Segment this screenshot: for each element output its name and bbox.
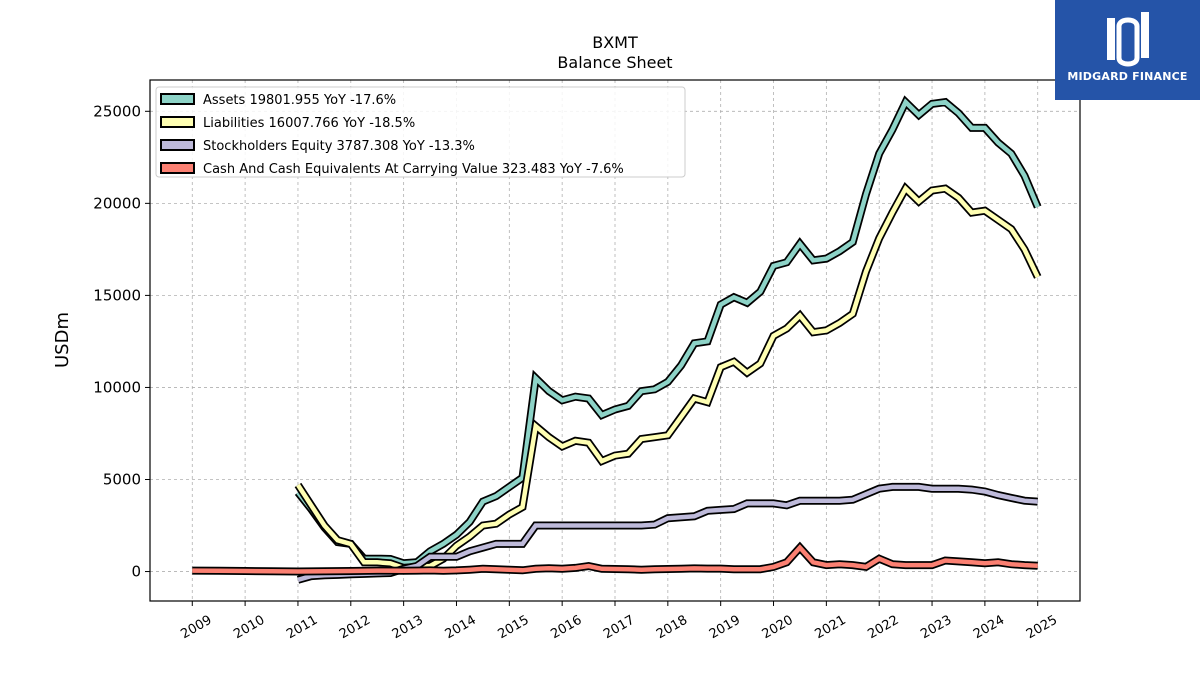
x-tick-label: 2011 (284, 613, 320, 643)
legend-swatch (160, 162, 195, 174)
x-tick-label: 2017 (601, 613, 637, 643)
x-tick-label: 2020 (760, 613, 796, 643)
logo-mark-icon (1055, 0, 1200, 100)
logo-text: MIDGARD FINANCE (1067, 70, 1188, 83)
x-tick-label: 2018 (654, 613, 690, 643)
chart-title: BXMT (592, 33, 638, 52)
series-lines (192, 95, 1042, 584)
series-line (297, 484, 1038, 582)
legend-label: Stockholders Equity 3787.308 YoY -13.3% (203, 139, 475, 154)
series-3 (192, 541, 1038, 576)
y-tick-label: 0 (131, 563, 141, 581)
y-tick-label: 15000 (93, 286, 141, 304)
midgard-finance-logo: MIDGARD FINANCE (1055, 0, 1200, 100)
legend-label: Assets 19801.955 YoY -17.6% (203, 93, 396, 108)
x-tick-label: 2019 (707, 613, 743, 643)
x-tick-label: 2016 (548, 613, 584, 643)
y-axis-ticks: 0 5000 10000 15000 20000 25000 (93, 102, 150, 581)
series-2 (296, 482, 1038, 584)
legend: Assets 19801.955 YoY -17.6% Liabilities 1… (155, 86, 686, 178)
chart-subtitle: Balance Sheet (557, 53, 672, 72)
y-axis-label: USDm (52, 312, 73, 368)
y-tick-label: 10000 (93, 378, 141, 396)
y-tick-label: 25000 (93, 102, 141, 120)
x-axis-ticks: 2009 2010 2011 2012 2013 2014 2015 2016 2017 2018… (178, 601, 1060, 642)
x-tick-label: 2015 (495, 613, 531, 643)
x-tick-label: 2022 (865, 613, 901, 643)
x-tick-label: 2009 (178, 613, 214, 643)
series-line (192, 544, 1038, 574)
x-tick-label: 2012 (337, 613, 373, 643)
legend-swatch (160, 93, 195, 105)
legend-swatch (160, 139, 195, 151)
legend-swatch (160, 116, 195, 128)
y-tick-label: 20000 (93, 194, 141, 212)
x-tick-label: 2014 (443, 613, 479, 643)
y-tick-label: 5000 (103, 470, 141, 488)
x-tick-label: 2024 (971, 613, 1007, 643)
x-tick-label: 2023 (918, 613, 954, 643)
legend-box (155, 86, 686, 178)
legend-label: Cash And Cash Equivalents At Carrying Va… (203, 162, 624, 177)
x-tick-label: 2010 (231, 613, 267, 643)
x-tick-label: 2021 (813, 613, 849, 643)
x-tick-label: 2013 (390, 613, 426, 643)
x-tick-label: 2025 (1024, 613, 1060, 643)
legend-label: Liabilities 16007.766 YoY -18.5% (203, 116, 415, 131)
